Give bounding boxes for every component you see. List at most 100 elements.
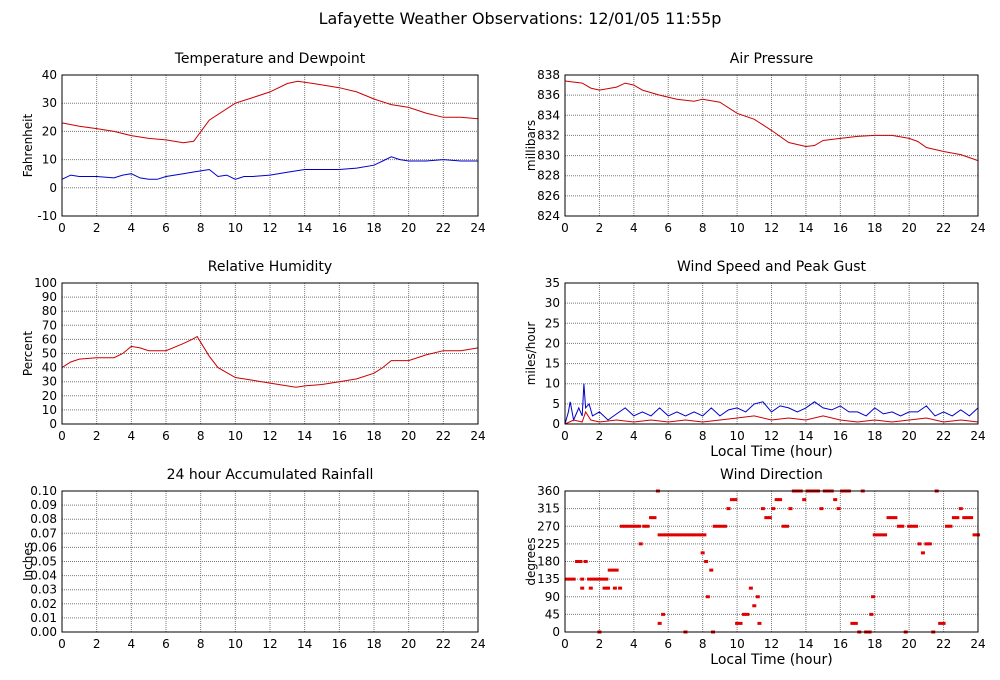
y-axis-label: millibars bbox=[524, 120, 538, 171]
data-point bbox=[958, 507, 963, 511]
y-tick-label: 828 bbox=[537, 169, 560, 183]
x-tick-label: 10 bbox=[228, 221, 243, 235]
y-tick-label: 135 bbox=[537, 572, 560, 586]
y-tick-label: 0.07 bbox=[30, 526, 57, 540]
data-point bbox=[602, 586, 607, 590]
data-point bbox=[698, 533, 703, 537]
y-tick-label: 35 bbox=[545, 276, 560, 290]
y-tick-label: 315 bbox=[537, 502, 560, 516]
data-point bbox=[593, 577, 598, 581]
data-point bbox=[702, 533, 707, 537]
x-tick-label: 6 bbox=[162, 637, 170, 651]
data-point bbox=[767, 516, 772, 520]
data-point bbox=[938, 621, 943, 625]
data-point bbox=[583, 560, 588, 563]
x-tick-label: 18 bbox=[366, 637, 381, 651]
y-tick-label: 10 bbox=[42, 403, 57, 417]
y-tick-label: 90 bbox=[42, 290, 57, 304]
y-tick-label: 70 bbox=[42, 318, 57, 332]
data-point bbox=[704, 560, 709, 563]
x-tick-label: 14 bbox=[798, 637, 813, 651]
data-point bbox=[889, 516, 894, 520]
data-point bbox=[723, 524, 728, 528]
panel-title: 24 hour Accumulated Rainfall bbox=[167, 467, 374, 483]
x-tick-label: 22 bbox=[436, 637, 451, 651]
x-tick-label: 8 bbox=[699, 637, 707, 651]
x-tick-label: 10 bbox=[228, 637, 243, 651]
x-tick-label: 4 bbox=[128, 221, 136, 235]
y-tick-label: 20 bbox=[545, 336, 560, 350]
y-tick-label: 25 bbox=[545, 316, 560, 330]
x-tick-label: 16 bbox=[332, 221, 347, 235]
page-title: Lafayette Weather Observations: 12/01/05… bbox=[319, 9, 722, 28]
x-tick-label: 10 bbox=[729, 429, 744, 443]
data-point bbox=[685, 533, 690, 537]
y-tick-label: 826 bbox=[537, 189, 560, 203]
data-point bbox=[969, 516, 974, 520]
x-tick-label: 8 bbox=[699, 221, 707, 235]
data-point bbox=[945, 524, 950, 528]
data-point bbox=[649, 516, 654, 520]
data-point bbox=[802, 498, 807, 502]
y-tick-label: 836 bbox=[537, 88, 560, 102]
data-point bbox=[917, 542, 922, 546]
data-point bbox=[748, 586, 753, 590]
data-point bbox=[760, 507, 765, 511]
data-point bbox=[876, 533, 881, 537]
data-point bbox=[664, 533, 669, 537]
x-tick-label: 22 bbox=[936, 429, 951, 443]
x-tick-label: 0 bbox=[58, 221, 66, 235]
x-tick-label: 24 bbox=[470, 221, 485, 235]
y-tick-label: 40 bbox=[42, 361, 57, 375]
data-point bbox=[962, 516, 967, 520]
panel-title: Air Pressure bbox=[730, 51, 813, 67]
x-tick-label: 10 bbox=[228, 429, 243, 443]
x-tick-label: 8 bbox=[699, 429, 707, 443]
y-tick-label: 30 bbox=[42, 375, 57, 389]
x-tick-label: 22 bbox=[936, 637, 951, 651]
data-point bbox=[771, 507, 776, 511]
data-point bbox=[630, 524, 635, 528]
data-point bbox=[695, 533, 700, 537]
data-point bbox=[587, 577, 592, 581]
y-tick-label: 0 bbox=[49, 417, 57, 431]
data-point bbox=[836, 507, 841, 511]
chart-direction: 0 2 4 6 8 10 12 14 16 18 20 22 240459013518022527031… bbox=[524, 467, 986, 668]
data-point bbox=[618, 586, 623, 590]
y-tick-label: 830 bbox=[537, 149, 560, 163]
y-axis-label: Percent bbox=[21, 331, 35, 376]
data-point bbox=[692, 533, 697, 537]
x-tick-label: 24 bbox=[970, 429, 985, 443]
data-point bbox=[638, 542, 643, 546]
x-tick-label: 6 bbox=[162, 429, 170, 443]
y-tick-label: 30 bbox=[545, 296, 560, 310]
data-point bbox=[657, 621, 662, 625]
x-tick-label: 18 bbox=[867, 221, 882, 235]
data-point bbox=[900, 524, 905, 528]
y-tick-label: 5 bbox=[552, 397, 560, 411]
data-point bbox=[678, 533, 683, 537]
y-tick-label: 180 bbox=[537, 555, 560, 569]
data-point bbox=[741, 612, 746, 616]
data-point bbox=[850, 621, 855, 625]
x-tick-label: 24 bbox=[470, 637, 485, 651]
series-line-1 bbox=[564, 80, 979, 162]
chart-pressure: 0 2 4 6 8 10 12 14 16 18 20 22 248248268288308328348… bbox=[524, 51, 986, 235]
data-point bbox=[568, 577, 573, 581]
plot-frame bbox=[61, 74, 479, 217]
data-point bbox=[757, 621, 762, 625]
x-tick-label: 14 bbox=[798, 221, 813, 235]
series-line-1 bbox=[61, 335, 479, 388]
y-axis-label: miles/hour bbox=[524, 322, 538, 386]
x-tick-label: 18 bbox=[867, 429, 882, 443]
data-point bbox=[738, 621, 743, 625]
y-tick-label: 10 bbox=[42, 153, 57, 167]
panel-title: Wind Speed and Peak Gust bbox=[677, 259, 866, 275]
data-point bbox=[853, 621, 858, 625]
x-tick-label: 20 bbox=[902, 221, 917, 235]
y-tick-label: 0.05 bbox=[30, 555, 57, 569]
y-tick-label: 20 bbox=[42, 389, 57, 403]
y-tick-label: 50 bbox=[42, 347, 57, 361]
